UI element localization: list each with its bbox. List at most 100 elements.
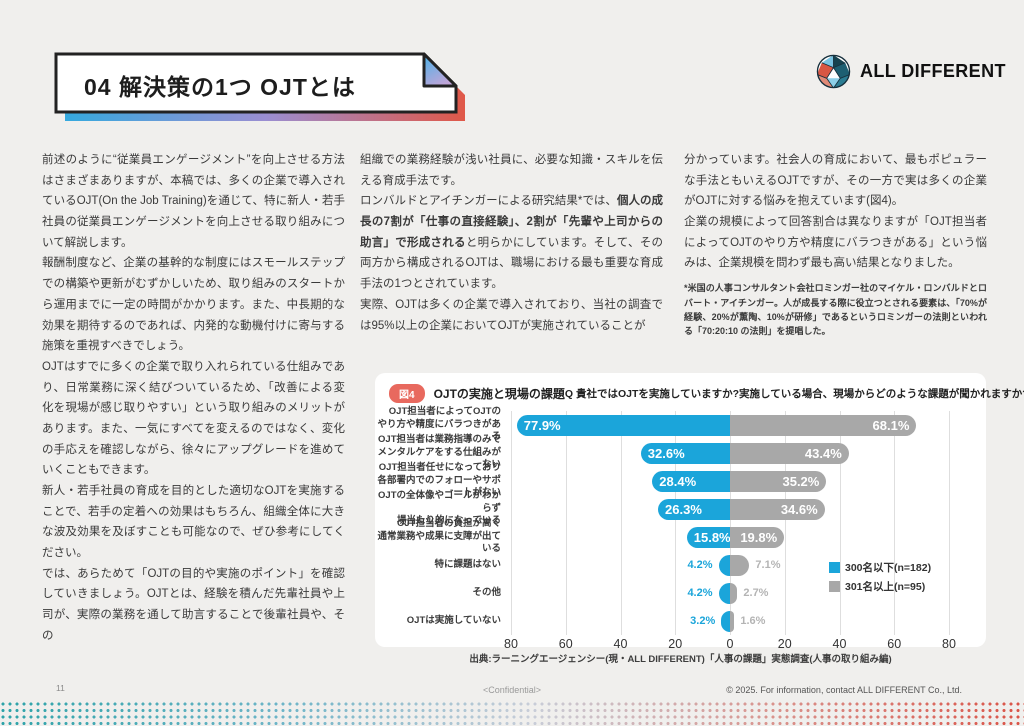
- bar-row: 77.9% 68.1%: [511, 411, 949, 439]
- dot-pattern-band: [0, 701, 1024, 726]
- grid-line: [839, 411, 841, 635]
- chart-question: Q 貴社ではOJTを実施していますか?実施している場合、現場からどのような課題が…: [565, 386, 1024, 401]
- bar-value-label: 34.6%: [780, 501, 818, 517]
- chart-source: 出典:ラーニングエージェンシー(現・ALL DIFFERENT)「人事の課題」実…: [469, 654, 892, 665]
- bar-row: 28.4% 35.2%: [511, 467, 949, 495]
- category-label: OJT担当者は業務指導のみで メンタルケアをする仕組みがない: [377, 434, 501, 471]
- bar-value-label: 4.2%: [687, 558, 713, 571]
- category-label: 特に課題はない: [434, 558, 501, 570]
- grid-line: [565, 411, 567, 635]
- confidential-label: <Confidential>: [482, 685, 542, 695]
- text-column-1: 前述のように“従業員エンゲージメント”を向上させる方法はさまざまありますが、本稿…: [42, 150, 345, 647]
- figure-badge: 図4: [389, 384, 425, 403]
- banner-box: [54, 52, 458, 114]
- paragraph: 前述のように“従業員エンゲージメント”を向上させる方法はさまざまありますが、本稿…: [42, 154, 345, 249]
- paragraph: 報酬制度など、企業の基幹的な制度にはスモールステップでの構築や更新がむずかしいた…: [42, 257, 345, 353]
- grid-line: [511, 411, 512, 635]
- logo: ALL DIFFERENT: [816, 54, 1006, 89]
- paragraph: 実際、OJTは多くの企業で導入されており、当社の調査では95%以上の企業において…: [360, 298, 663, 332]
- grid-line: [894, 411, 896, 635]
- category-label: OJTの全体像やゴールがわからず 場当たり的になっている: [378, 490, 501, 527]
- legend-item: 300名以下(n=182): [829, 560, 931, 575]
- legend-label: 300名以下(n=182): [845, 562, 932, 574]
- bar-value-label: 2.7%: [743, 586, 769, 599]
- category-label: OJT担当者によってOJTの やり方や精度にバラつきがある: [377, 406, 501, 443]
- bar-right-series: 43.4%: [730, 442, 849, 464]
- bar-row: 3.2% 1.6%: [511, 607, 949, 635]
- grid-line: [949, 411, 950, 635]
- grid-line: [675, 411, 677, 635]
- bar-right-series: [730, 582, 738, 604]
- paragraph: では、あらためて「OJTの目的や実施のポイント」を確認していきましょう。OJTと…: [42, 567, 345, 642]
- axis-tick: 60: [887, 637, 902, 651]
- footnote: *米国の人事コンサルタント会社ロミンガー社のマイケル・ロンバルドとロバート・アイ…: [684, 283, 987, 337]
- category-label: OJT担当者の負担が高く 通常業務や成果に支障が出ている: [377, 518, 501, 555]
- x-axis: 80 60 40 20 0 20 40 60 80: [504, 635, 956, 653]
- banner-fold-corner: [422, 52, 458, 88]
- axis-tick: 20: [668, 637, 683, 651]
- title-banner-shape: [54, 52, 465, 121]
- axis-tick: 40: [613, 637, 628, 651]
- bar-row: 32.6% 43.4%: [511, 439, 949, 467]
- chart-area: OJT担当者によってOJTの やり方や精度にバラつきがある OJT担当者は業務指導の…: [375, 406, 986, 635]
- bar-right-series: 68.1%: [730, 414, 917, 436]
- bar-right-series: 19.8%: [730, 526, 785, 548]
- bar-row: 15.8% 19.8%: [511, 523, 949, 551]
- bar-left-series: 32.6%: [640, 442, 730, 464]
- grid-line: [620, 411, 622, 635]
- text-run-bold: 個人の成長の7割が「仕事の直接経験」、2割が「先輩や上司からの助言」で形成される: [360, 195, 664, 249]
- bar-value-label: 28.4%: [659, 473, 697, 489]
- bar-left-series: 15.8%: [686, 526, 731, 548]
- category-label: その他: [472, 586, 501, 598]
- page-number: 11: [56, 683, 65, 693]
- text-run: と明らかにしています。そして、その両方から構成されるOJTは、職場における最も重…: [360, 236, 663, 291]
- text-column-3: 分かっています。社会人の育成において、最もポピュラーな手法ともいえるOJTですが…: [684, 150, 987, 339]
- bar-left-series: 28.4%: [652, 470, 730, 492]
- copyright-label: © 2025. For information, contact ALL DIF…: [726, 685, 962, 695]
- grid-line: [730, 411, 731, 635]
- bar-row: 26.3% 34.6%: [511, 495, 949, 523]
- paragraph: 組織での業務経験が浅い社員に、必要な知識・スキルを伝える育成手法です。: [360, 154, 663, 187]
- bar-right-series: [730, 610, 735, 632]
- bar-value-label: 68.1%: [872, 417, 910, 433]
- bar-value-label: 77.9%: [523, 417, 561, 433]
- chart-title: OJTの実施と現場の課題: [433, 387, 565, 401]
- bar-value-label: 3.2%: [690, 614, 716, 627]
- text-column-2: 組織での業務経験が浅い社員に、必要な知識・スキルを伝える育成手法です。 ロンバル…: [360, 150, 663, 336]
- bar-left-series: [721, 610, 730, 632]
- paragraph: ロンバルドとアイチンガーによる研究結果*では、個人の成長の7割が「仕事の直接経験…: [360, 191, 663, 294]
- legend-item: 301名以上(n=95): [829, 579, 931, 594]
- legend-swatch: [829, 562, 840, 573]
- bar-left-series: 77.9%: [516, 414, 730, 436]
- bar-row: 4.2% 7.1%: [511, 551, 949, 579]
- paragraph: 新人・若手社員の育成を目的とした適切なOJTを実施することで、若手の定着への効果…: [42, 485, 345, 560]
- bar-value-label: 35.2%: [782, 473, 820, 489]
- bar-right-series: 34.6%: [730, 498, 825, 520]
- chart-card: 図4 OJTの実施と現場の課題 Q 貴社ではOJTを実施していますか?実施してい…: [375, 373, 1024, 651]
- category-labels: OJT担当者によってOJTの やり方や精度にバラつきがある OJT担当者は業務指導の…: [375, 406, 511, 635]
- axis-tick: 20: [777, 637, 792, 651]
- bar-value-label: 26.3%: [665, 501, 702, 517]
- logo-wordmark: ALL DIFFERENT: [860, 61, 1006, 81]
- title-banner: 04 解決策の1つ OJTとは: [54, 52, 486, 128]
- category-label: OJTは実施していない: [406, 614, 501, 626]
- axis-tick: 80: [942, 637, 956, 651]
- paragraph: 分かっています。社会人の育成において、最もポピュラーな手法ともいえるOJTですが…: [684, 154, 987, 208]
- legend-swatch: [829, 581, 840, 592]
- globe-icon: [816, 54, 851, 89]
- bar-value-label: 1.6%: [740, 614, 766, 627]
- axis-tick: 60: [558, 637, 573, 651]
- paragraph: OJTはすでに多くの企業で取り入れられている仕組みであり、日常業務に深く結びつい…: [42, 360, 345, 477]
- bar-value-label: 19.8%: [740, 529, 778, 545]
- bar-value-label: 15.8%: [693, 529, 731, 545]
- question-text: Q 貴社ではOJTを実施していますか?実施している場合、現場からどのような課題が…: [564, 388, 1024, 400]
- page-title: 04 解決策の1つ OJTとは: [84, 74, 356, 100]
- legend-label: 301名以上(n=95): [845, 581, 926, 593]
- grid-line: [784, 411, 786, 635]
- bar-right-series: [730, 554, 750, 576]
- category-label: OJT担当者任せになっており 各部署内でのフォローやサポートがない: [377, 462, 501, 499]
- axis-tick: 0: [726, 637, 734, 651]
- text-run: ロンバルドとアイチンガーによる研究結果*では、: [360, 195, 617, 208]
- chart-header: 図4 OJTの実施と現場の課題 Q 貴社ではOJTを実施していますか?実施してい…: [375, 373, 1024, 403]
